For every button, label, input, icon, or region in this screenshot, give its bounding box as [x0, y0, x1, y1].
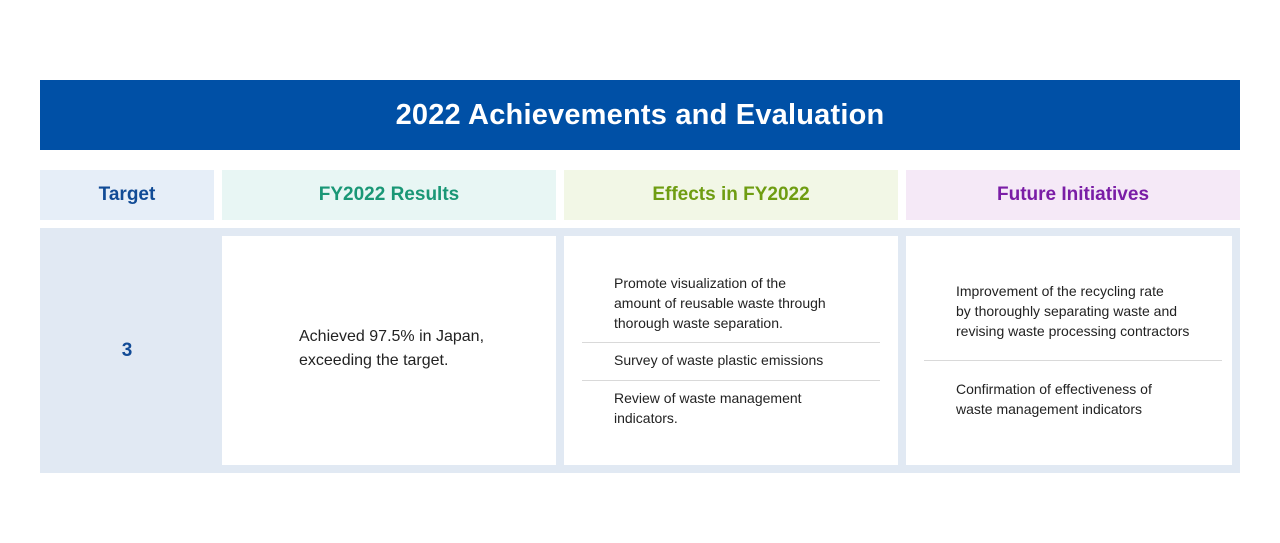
- effects-line: indicators.: [614, 410, 678, 426]
- future-cell: Improvement of the recycling rate by tho…: [906, 236, 1232, 465]
- results-line: Achieved 97.5% in Japan,: [299, 328, 485, 345]
- header-results: FY2022 Results: [222, 170, 556, 220]
- effects-item: Promote visualization of the amount of r…: [614, 273, 864, 333]
- future-line: by thoroughly separating waste and: [956, 303, 1178, 319]
- header-target: Target: [40, 170, 214, 220]
- page-title: 2022 Achievements and Evaluation: [40, 80, 1240, 150]
- future-line: waste management indicators: [956, 401, 1142, 417]
- future-line: revising waste processing contractors: [956, 323, 1190, 339]
- results-line: exceeding the target.: [299, 352, 449, 369]
- future-line: Improvement of the recycling rate: [956, 283, 1164, 299]
- divider: [582, 380, 880, 381]
- effects-item: Survey of waste plastic emissions: [614, 350, 864, 370]
- header-future: Future Initiatives: [906, 170, 1240, 220]
- future-line: Confirmation of effectiveness of: [956, 381, 1152, 397]
- target-number: 3: [121, 339, 133, 361]
- results-text: Achieved 97.5% in Japan, exceeding the t…: [299, 325, 539, 373]
- divider: [582, 342, 880, 343]
- effects-line: amount of reusable waste through: [614, 295, 826, 311]
- header-effects: Effects in FY2022: [564, 170, 898, 220]
- effects-line: thorough waste separation.: [614, 315, 783, 331]
- effects-item: Review of waste management indicators.: [614, 388, 864, 428]
- effects-cell: Promote visualization of the amount of r…: [564, 236, 898, 465]
- divider: [924, 360, 1222, 361]
- future-item: Improvement of the recycling rate by tho…: [956, 281, 1216, 341]
- future-item: Confirmation of effectiveness of waste m…: [956, 379, 1216, 419]
- effects-line: Review of waste management: [614, 390, 802, 406]
- effects-line: Survey of waste plastic emissions: [614, 352, 824, 368]
- results-cell: Achieved 97.5% in Japan, exceeding the t…: [222, 236, 556, 465]
- effects-line: Promote visualization of the: [614, 275, 786, 291]
